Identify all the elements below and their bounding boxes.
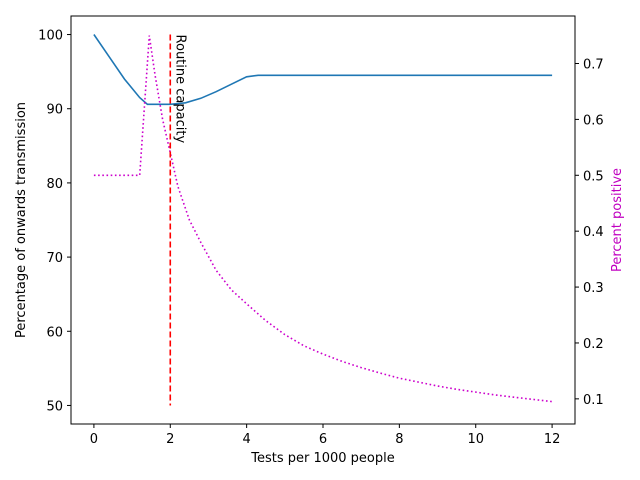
y2-axis-label: Percent positive (610, 168, 625, 272)
series-layer (93, 34, 553, 406)
y-tick-label: 70 (46, 251, 63, 266)
y-tick-label: 60 (46, 325, 63, 340)
x-tick-label: 0 (90, 432, 98, 447)
y2-tick-label: 0.2 (583, 337, 604, 352)
y-tick-label: 90 (46, 103, 63, 118)
x-tick-label: 8 (395, 432, 403, 447)
y-tick-label: 80 (46, 177, 63, 192)
x-tick-label: 10 (467, 432, 484, 447)
y-axis-label: Percentage of onwards transmission (14, 102, 29, 338)
y-axis-right: 0.1 0.2 0.3 0.4 0.5 0.6 0.7 (575, 58, 604, 408)
y2-tick-label: 0.3 (583, 281, 604, 296)
x-axis-label: Tests per 1000 people (250, 451, 395, 466)
x-tick-label: 2 (166, 432, 174, 447)
y2-tick-label: 0.4 (583, 225, 604, 240)
x-tick-label: 12 (544, 432, 561, 447)
y2-tick-label: 0.6 (583, 113, 604, 128)
x-tick-label: 6 (319, 432, 327, 447)
transmission-line (93, 34, 553, 106)
y-axis-left: 50 60 70 80 90 100 (38, 29, 71, 414)
y2-tick-label: 0.1 (583, 393, 604, 408)
percent-positive-line (93, 35, 553, 403)
y-tick-label: 50 (46, 399, 63, 414)
y2-tick-label: 0.7 (583, 58, 604, 73)
capacity-annotation: Routine capacity (172, 35, 187, 144)
x-axis: 0 2 4 6 8 10 12 (90, 424, 561, 447)
y2-tick-label: 0.5 (583, 169, 604, 184)
y-tick-label: 100 (38, 29, 63, 44)
x-tick-label: 4 (242, 432, 250, 447)
